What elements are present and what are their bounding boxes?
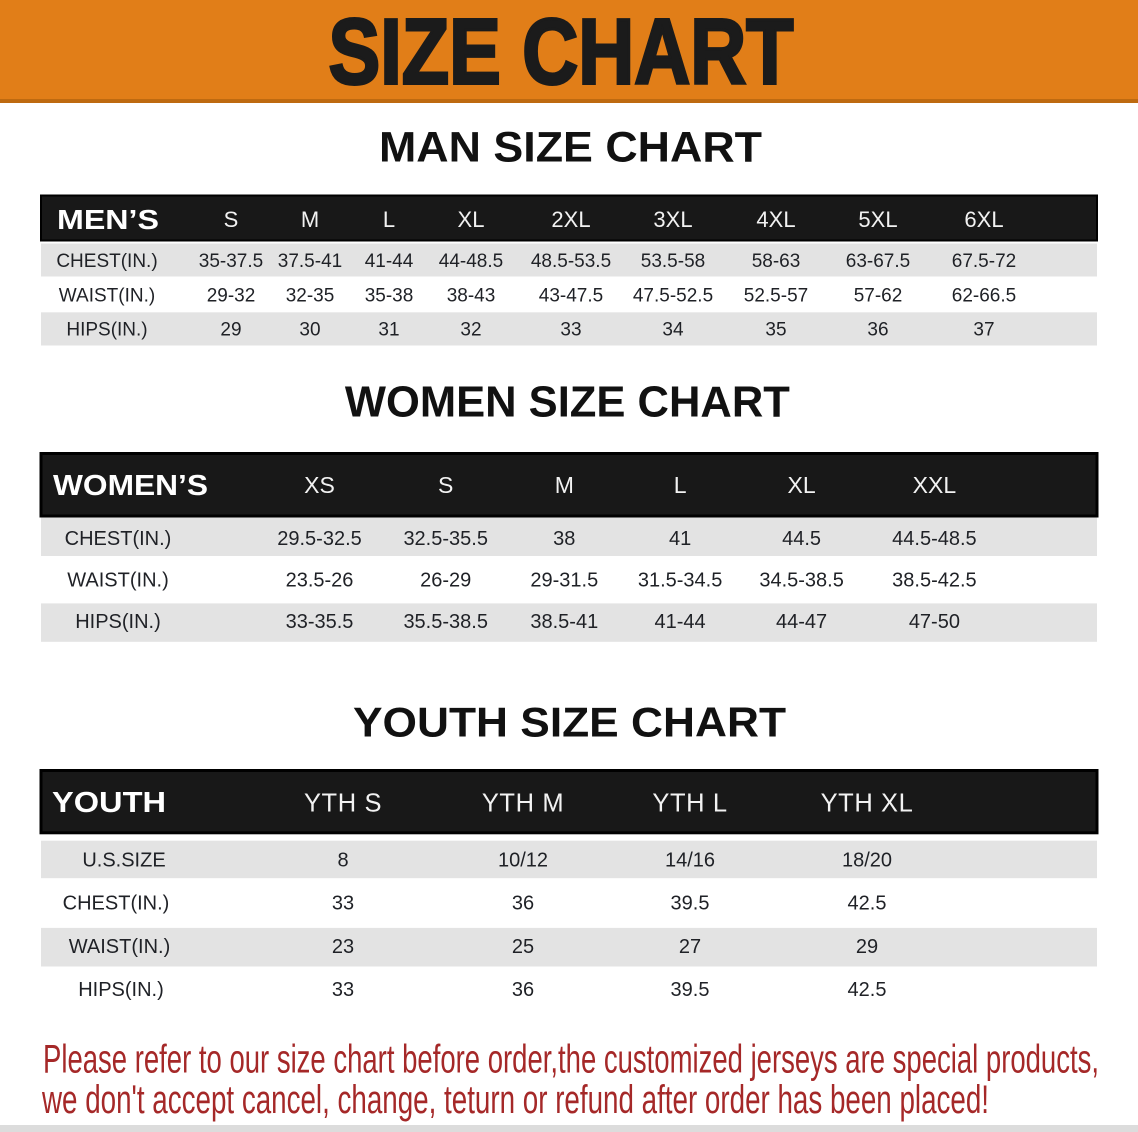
- svg-text:WOMEN SIZE CHART: WOMEN SIZE CHART: [345, 377, 790, 426]
- svg-text:33: 33: [332, 979, 354, 1001]
- svg-text:YTH L: YTH L: [652, 790, 727, 818]
- svg-text:29: 29: [856, 936, 878, 958]
- svg-text:YTH S: YTH S: [304, 790, 382, 818]
- svg-text:WAIST(IN.): WAIST(IN.): [69, 936, 170, 958]
- svg-text:36: 36: [867, 320, 888, 341]
- svg-text:YOUTH: YOUTH: [52, 787, 166, 819]
- svg-text:32.5-35.5: 32.5-35.5: [403, 528, 488, 550]
- svg-text:U.S.SIZE: U.S.SIZE: [82, 849, 165, 871]
- svg-text:35: 35: [765, 320, 786, 341]
- svg-text:36: 36: [512, 893, 534, 915]
- svg-text:37: 37: [973, 320, 994, 341]
- svg-text:30: 30: [299, 320, 320, 341]
- svg-text:43-47.5: 43-47.5: [539, 285, 603, 306]
- svg-text:38: 38: [553, 528, 575, 550]
- svg-text:23: 23: [332, 936, 354, 958]
- svg-text:XL: XL: [788, 472, 816, 498]
- svg-text:38.5-42.5: 38.5-42.5: [892, 570, 977, 592]
- svg-text:M: M: [555, 472, 574, 498]
- svg-text:67.5-72: 67.5-72: [952, 251, 1016, 272]
- svg-text:27: 27: [679, 936, 701, 958]
- svg-text:39.5: 39.5: [671, 979, 710, 1001]
- svg-text:S: S: [438, 472, 453, 498]
- svg-text:S: S: [224, 207, 239, 232]
- svg-text:53.5-58: 53.5-58: [641, 251, 705, 272]
- svg-text:57-62: 57-62: [854, 285, 903, 306]
- svg-text:44.5-48.5: 44.5-48.5: [892, 528, 977, 550]
- svg-text:L: L: [674, 472, 687, 498]
- svg-text:62-66.5: 62-66.5: [952, 285, 1016, 306]
- svg-text:WAIST(IN.): WAIST(IN.): [59, 285, 155, 306]
- svg-text:35.5-38.5: 35.5-38.5: [403, 611, 488, 633]
- svg-text:29-31.5: 29-31.5: [530, 570, 598, 592]
- svg-text:44.5: 44.5: [782, 528, 821, 550]
- svg-text:WOMEN’S: WOMEN’S: [53, 470, 208, 502]
- svg-text:14/16: 14/16: [665, 849, 715, 871]
- svg-text:YTH M: YTH M: [482, 790, 564, 818]
- svg-text:10/12: 10/12: [498, 849, 548, 871]
- svg-text:34: 34: [662, 320, 684, 341]
- svg-text:29: 29: [220, 320, 241, 341]
- svg-text:3XL: 3XL: [653, 207, 692, 232]
- svg-text:35-37.5: 35-37.5: [199, 251, 263, 272]
- svg-text:CHEST(IN.): CHEST(IN.): [65, 528, 172, 550]
- svg-text:47-50: 47-50: [909, 611, 960, 633]
- svg-text:YOUTH SIZE CHART: YOUTH SIZE CHART: [353, 698, 786, 745]
- svg-text:35-38: 35-38: [365, 285, 414, 306]
- svg-text:31: 31: [378, 320, 399, 341]
- svg-text:41-44: 41-44: [365, 251, 414, 272]
- svg-text:41: 41: [669, 528, 691, 550]
- svg-text:31.5-34.5: 31.5-34.5: [638, 570, 723, 592]
- svg-text:38-43: 38-43: [447, 285, 496, 306]
- svg-text:5XL: 5XL: [858, 207, 897, 232]
- svg-text:52.5-57: 52.5-57: [744, 285, 808, 306]
- svg-text:XS: XS: [304, 472, 335, 498]
- svg-text:29-32: 29-32: [207, 285, 256, 306]
- svg-text:44-48.5: 44-48.5: [439, 251, 503, 272]
- svg-text:23.5-26: 23.5-26: [286, 570, 354, 592]
- svg-text:29.5-32.5: 29.5-32.5: [277, 528, 362, 550]
- svg-text:2XL: 2XL: [551, 207, 590, 232]
- svg-text:34.5-38.5: 34.5-38.5: [759, 570, 844, 592]
- svg-text:YTH XL: YTH XL: [821, 790, 914, 818]
- svg-text:36: 36: [512, 979, 534, 1001]
- svg-text:48.5-53.5: 48.5-53.5: [531, 251, 611, 272]
- svg-text:HIPS(IN.): HIPS(IN.): [78, 979, 164, 1001]
- svg-text:33: 33: [560, 320, 581, 341]
- svg-text:XL: XL: [458, 207, 485, 232]
- svg-text:63-67.5: 63-67.5: [846, 251, 910, 272]
- svg-text:CHEST(IN.): CHEST(IN.): [56, 251, 157, 272]
- svg-text:26-29: 26-29: [420, 570, 471, 592]
- svg-text:18/20: 18/20: [842, 849, 892, 871]
- svg-text:HIPS(IN.): HIPS(IN.): [66, 320, 147, 341]
- svg-text:41-44: 41-44: [655, 611, 706, 633]
- svg-text:Please refer to our size chart: Please refer to our size chart before or…: [43, 1037, 1099, 1081]
- svg-text:32-35: 32-35: [286, 285, 335, 306]
- svg-text:39.5: 39.5: [671, 893, 710, 915]
- svg-text:8: 8: [337, 849, 348, 871]
- svg-text:MAN SIZE CHART: MAN SIZE CHART: [379, 123, 762, 171]
- svg-text:33-35.5: 33-35.5: [286, 611, 354, 633]
- svg-text:CHEST(IN.): CHEST(IN.): [63, 893, 170, 915]
- svg-text:42.5: 42.5: [848, 979, 887, 1001]
- svg-text:MEN’S: MEN’S: [57, 204, 159, 235]
- svg-text:44-47: 44-47: [776, 611, 827, 633]
- svg-text:37.5-41: 37.5-41: [278, 251, 342, 272]
- svg-text:25: 25: [512, 936, 534, 958]
- svg-text:HIPS(IN.): HIPS(IN.): [75, 611, 161, 633]
- svg-text:33: 33: [332, 893, 354, 915]
- svg-text:XXL: XXL: [913, 472, 957, 498]
- svg-text:38.5-41: 38.5-41: [530, 611, 598, 633]
- svg-text:we don't accept cancel, change: we don't accept cancel, change, teturn o…: [41, 1078, 989, 1122]
- svg-text:4XL: 4XL: [756, 207, 795, 232]
- svg-text:42.5: 42.5: [848, 893, 887, 915]
- svg-text:32: 32: [460, 320, 481, 341]
- svg-text:M: M: [301, 207, 319, 232]
- svg-text:47.5-52.5: 47.5-52.5: [633, 285, 713, 306]
- svg-text:58-63: 58-63: [752, 251, 801, 272]
- svg-text:WAIST(IN.): WAIST(IN.): [67, 570, 168, 592]
- svg-text:L: L: [383, 207, 395, 232]
- svg-text:SIZE CHART: SIZE CHART: [329, 0, 794, 104]
- svg-text:6XL: 6XL: [964, 207, 1003, 232]
